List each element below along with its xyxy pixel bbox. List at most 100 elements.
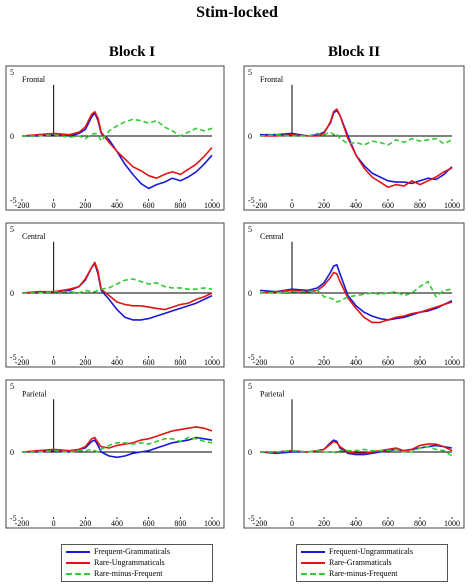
legend-swatch [66, 551, 90, 553]
series-line-red [21, 261, 213, 311]
panel-frame [243, 379, 465, 529]
series-line-blue [22, 436, 213, 459]
series-line-green [259, 131, 453, 146]
series-line-green [260, 445, 453, 457]
x-tick-label: 200 [318, 201, 330, 210]
series-line-green [22, 278, 213, 294]
legend-label: Frequent-Ungrammaticals [329, 547, 413, 556]
block-title-2: Block II [327, 44, 381, 60]
legend-item: Rare-Grammaticals [297, 557, 447, 568]
figure-title: Stim-locked [196, 4, 278, 21]
x-tick-label: -200 [253, 358, 268, 367]
series-line-red [260, 108, 453, 188]
legend-item: Rare-minus-Frequent [62, 568, 212, 579]
y-tick-label: -5 [10, 353, 17, 362]
y-tick-label: -5 [248, 514, 255, 523]
series-line-red [21, 426, 213, 453]
x-tick-label: -200 [15, 519, 30, 528]
x-tick-label: 800 [174, 519, 186, 528]
x-tick-label: 1000 [444, 358, 460, 367]
block-title-1: Block I [108, 44, 156, 60]
x-tick-label: 600 [382, 358, 394, 367]
x-tick-label: 800 [414, 358, 426, 367]
x-tick-label: 200 [79, 201, 91, 210]
x-tick-label: 0 [290, 201, 294, 210]
y-tick-label: 0 [248, 289, 252, 298]
x-tick-label: 0 [52, 201, 56, 210]
x-tick-label: 1000 [444, 201, 460, 210]
legend-swatch [301, 551, 325, 553]
legend-label: Frequent-Grammaticals [94, 547, 170, 556]
x-tick-label: -200 [253, 201, 268, 210]
x-tick-label: 600 [382, 519, 394, 528]
x-tick-label: 0 [52, 519, 56, 528]
y-tick-label: 5 [248, 225, 252, 234]
x-tick-label: 400 [350, 519, 362, 528]
y-tick-label: -5 [248, 196, 255, 205]
x-tick-label: 1000 [444, 519, 460, 528]
y-tick-label: -5 [10, 514, 17, 523]
legend-block-2: Frequent-Ungrammaticals Rare-Grammatical… [296, 544, 448, 582]
y-tick-label: 0 [10, 289, 14, 298]
legend-label: Rare-Grammaticals [329, 558, 392, 567]
y-tick-label: -5 [10, 196, 17, 205]
x-tick-label: 400 [350, 201, 362, 210]
legend-swatch [301, 573, 325, 575]
site-label: Frontal [260, 75, 284, 84]
legend-swatch [66, 573, 90, 575]
x-tick-label: 600 [143, 519, 155, 528]
y-tick-label: 5 [248, 382, 252, 391]
series-line-green [22, 118, 213, 142]
x-tick-label: 1000 [204, 358, 220, 367]
x-tick-label: 400 [350, 358, 362, 367]
site-label: Central [260, 232, 284, 241]
legend-item: Rare-minus-Frequent [297, 568, 447, 579]
x-tick-label: 800 [414, 201, 426, 210]
x-tick-label: 0 [290, 519, 294, 528]
legend-item: Frequent-Ungrammaticals [297, 546, 447, 557]
series-line-red [259, 271, 453, 324]
legend-label: Rare-Ungrammaticals [94, 558, 165, 567]
x-tick-label: 600 [143, 201, 155, 210]
legend-item: Frequent-Grammaticals [62, 546, 212, 557]
series-line-blue [260, 109, 453, 185]
x-tick-label: 600 [382, 201, 394, 210]
site-label: Parietal [260, 390, 285, 399]
legend-swatch [66, 562, 90, 564]
x-tick-label: 400 [111, 201, 123, 210]
x-tick-label: 800 [174, 201, 186, 210]
site-label: Central [22, 232, 46, 241]
y-tick-label: 0 [248, 448, 252, 457]
legend-swatch [301, 562, 325, 564]
series-line-green [260, 280, 453, 303]
x-tick-label: -200 [253, 519, 268, 528]
y-tick-label: 5 [10, 225, 14, 234]
y-tick-label: 0 [10, 448, 14, 457]
x-tick-label: 800 [174, 358, 186, 367]
x-tick-label: 600 [143, 358, 155, 367]
x-tick-label: 400 [111, 519, 123, 528]
series-line-blue [22, 112, 213, 190]
panel-frame [243, 222, 465, 368]
site-label: Frontal [22, 75, 46, 84]
panel-frame [5, 65, 225, 211]
legend-block-1: Frequent-Grammaticals Rare-Ungrammatical… [61, 544, 213, 582]
panel-frame [5, 222, 225, 368]
x-tick-label: 200 [79, 358, 91, 367]
y-tick-label: 0 [248, 132, 252, 141]
y-tick-label: 5 [248, 68, 252, 77]
x-tick-label: 0 [290, 358, 294, 367]
legend-label: Rare-minus-Frequent [329, 569, 398, 578]
site-label: Parietal [22, 390, 47, 399]
series-line-green [22, 436, 213, 453]
x-tick-label: 1000 [204, 519, 220, 528]
y-tick-label: 5 [10, 382, 14, 391]
y-tick-label: -5 [248, 353, 255, 362]
x-tick-label: 400 [111, 358, 123, 367]
legend-label: Rare-minus-Frequent [94, 569, 163, 578]
x-tick-label: 1000 [204, 201, 220, 210]
x-tick-label: -200 [15, 358, 30, 367]
x-tick-label: 800 [414, 519, 426, 528]
x-tick-label: 200 [318, 519, 330, 528]
